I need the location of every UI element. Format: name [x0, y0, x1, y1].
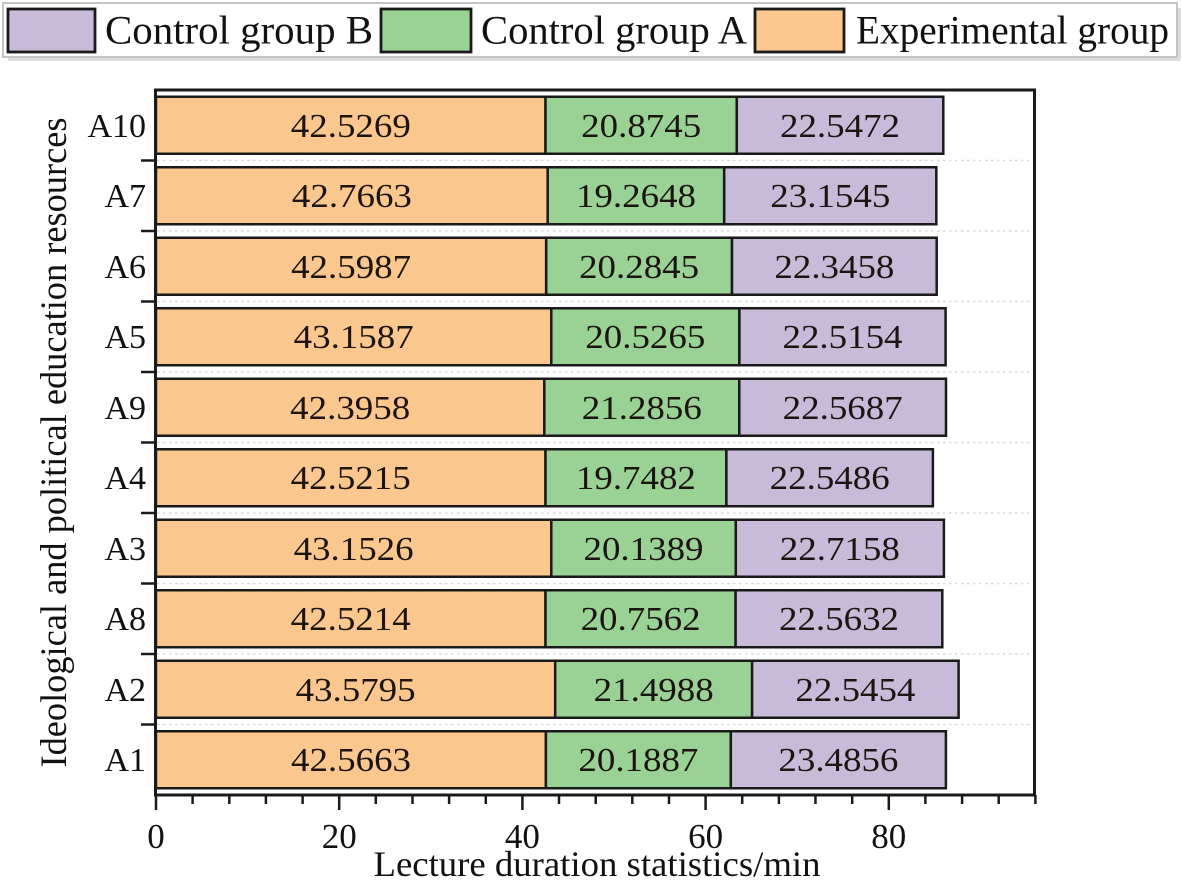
svg-text:43.1587: 43.1587	[294, 319, 414, 356]
svg-text:43.1526: 43.1526	[294, 531, 414, 568]
svg-text:20.1887: 20.1887	[578, 742, 698, 779]
svg-text:22.3458: 22.3458	[774, 249, 894, 286]
svg-text:19.2648: 19.2648	[576, 178, 696, 215]
svg-text:22.5486: 22.5486	[770, 460, 890, 497]
svg-text:60: 60	[688, 817, 723, 856]
svg-text:Control group A: Control group A	[481, 8, 747, 53]
svg-text:A7: A7	[104, 178, 146, 215]
svg-text:22.7158: 22.7158	[780, 531, 900, 568]
svg-text:A9: A9	[104, 390, 146, 427]
svg-text:42.5987: 42.5987	[291, 249, 411, 286]
svg-text:Lecture duration statistics/mi: Lecture duration statistics/min	[374, 844, 821, 884]
svg-text:21.4988: 21.4988	[594, 672, 714, 709]
svg-text:20.7562: 20.7562	[581, 601, 701, 638]
svg-text:23.1545: 23.1545	[770, 178, 890, 215]
svg-text:22.5632: 22.5632	[779, 601, 899, 638]
svg-text:A4: A4	[104, 460, 146, 497]
svg-text:22.5472: 22.5472	[780, 108, 900, 145]
svg-text:Experimental group: Experimental group	[856, 8, 1169, 53]
svg-text:42.5269: 42.5269	[291, 108, 411, 145]
svg-text:A1: A1	[104, 742, 146, 779]
svg-text:42.5214: 42.5214	[291, 601, 411, 638]
svg-text:42.3958: 42.3958	[290, 390, 410, 427]
svg-text:42.5663: 42.5663	[291, 742, 411, 779]
svg-text:42.5215: 42.5215	[291, 460, 411, 497]
svg-text:Ideological and political educ: Ideological and political education reso…	[33, 118, 74, 768]
svg-text:23.4856: 23.4856	[778, 742, 898, 779]
svg-text:A5: A5	[104, 319, 146, 356]
svg-text:20: 20	[322, 817, 357, 856]
svg-text:Control group B: Control group B	[105, 8, 373, 53]
svg-text:19.7482: 19.7482	[576, 460, 696, 497]
svg-text:20.1389: 20.1389	[584, 531, 704, 568]
svg-text:80: 80	[871, 817, 906, 856]
svg-text:A6: A6	[104, 249, 146, 286]
svg-text:20.2845: 20.2845	[579, 249, 699, 286]
svg-text:40: 40	[505, 817, 540, 856]
svg-text:20.5265: 20.5265	[585, 319, 705, 356]
svg-text:0: 0	[147, 817, 165, 856]
svg-text:A2: A2	[104, 672, 146, 709]
svg-text:22.5687: 22.5687	[783, 390, 903, 427]
svg-text:A10: A10	[87, 108, 146, 145]
svg-text:22.5454: 22.5454	[795, 672, 915, 709]
svg-text:A3: A3	[104, 531, 146, 568]
svg-text:42.7663: 42.7663	[292, 178, 412, 215]
svg-text:43.5795: 43.5795	[296, 672, 416, 709]
svg-text:21.2856: 21.2856	[582, 390, 702, 427]
svg-text:A8: A8	[104, 601, 146, 638]
svg-text:20.8745: 20.8745	[581, 108, 701, 145]
svg-text:22.5154: 22.5154	[783, 319, 903, 356]
